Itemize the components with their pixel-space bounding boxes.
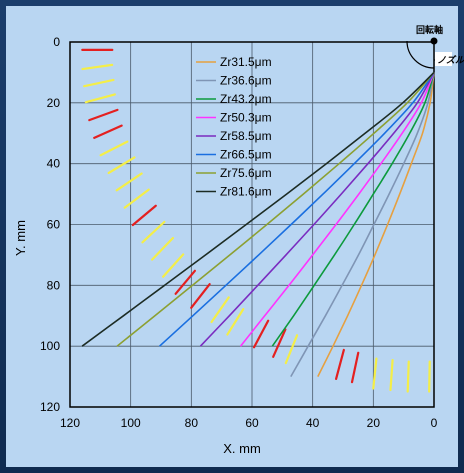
particle-mark: [428, 360, 431, 393]
particle-mark: [389, 358, 394, 392]
x-axis-label: X. mm: [223, 441, 261, 456]
legend-label: Zr31.5μm: [220, 55, 272, 69]
particle-mark: [272, 328, 287, 358]
rotation-axis-dot: [430, 37, 438, 45]
particle-mark: [93, 124, 123, 139]
series-line: [290, 72, 435, 377]
y-tick-label: 60: [47, 218, 61, 232]
particle-mark: [350, 351, 360, 384]
particle-mark: [123, 188, 150, 209]
particle-mark: [83, 78, 115, 88]
particle-mark: [161, 253, 185, 278]
axis-ticks: 120 100 80 60 40 20 0 0 20 40 60 80 100 120: [40, 35, 438, 430]
y-axis-label: Y. mm: [13, 220, 28, 256]
y-tick-label: 0: [53, 35, 60, 49]
legend-label: Zr58.5μm: [220, 129, 272, 143]
plot-area-border: [69, 41, 435, 408]
series-line: [239, 72, 435, 347]
x-tick-label: 80: [185, 416, 199, 430]
legend-label: Zr66.5μm: [220, 148, 272, 162]
particle-mark: [115, 172, 143, 192]
x-tick-label: 40: [306, 416, 320, 430]
y-tick-label: 20: [47, 96, 61, 110]
series-line: [317, 72, 435, 377]
y-tick-label: 40: [47, 157, 61, 171]
particle-mark: [131, 204, 157, 227]
series-line: [199, 72, 435, 347]
series-lines: [81, 71, 435, 377]
particle-mark: [150, 236, 175, 261]
particle-mark: [84, 93, 116, 104]
series-line: [271, 72, 435, 347]
nozzle-label: ノズル: [437, 55, 464, 65]
particle-marks: [81, 48, 431, 393]
x-tick-label: 100: [121, 416, 141, 430]
y-tick-label: 100: [40, 339, 60, 353]
x-tick-label: 20: [367, 416, 381, 430]
y-tick-label: 80: [47, 278, 61, 292]
series-line: [158, 71, 435, 347]
particle-mark: [226, 308, 245, 336]
particle-mark: [372, 357, 378, 390]
particle-mark: [107, 156, 136, 175]
particle-mark: [141, 220, 166, 244]
x-tick-label: 60: [245, 416, 259, 430]
legend: Zr31.5μm Zr36.6μm Zr43.2μm Zr50.3μm Zr58.5μm…: [196, 55, 272, 199]
particle-mark: [174, 269, 197, 295]
legend-label: Zr43.2μm: [220, 92, 272, 106]
legend-label: Zr81.6μm: [220, 185, 272, 199]
nozzle-label-box: [435, 52, 452, 66]
y-tick-label: 120: [40, 400, 60, 414]
particle-mark: [99, 140, 129, 157]
particle-mark: [406, 360, 410, 393]
particle-mark: [81, 63, 114, 71]
particle-mark: [334, 348, 345, 381]
particle-mark: [88, 108, 119, 122]
particle-mark: [190, 283, 211, 309]
x-tick-label: 0: [431, 416, 438, 430]
rotation-arc: [406, 40, 435, 69]
x-tick-label: 120: [60, 416, 80, 430]
particle-mark: [252, 319, 270, 349]
legend-label: Zr50.3μm: [220, 111, 272, 125]
legend-label: Zr36.6μm: [220, 74, 272, 88]
particle-mark: [210, 296, 230, 324]
series-line: [116, 71, 435, 347]
legend-label: Zr75.6μm: [220, 166, 272, 180]
series-line: [81, 71, 435, 347]
particle-mark: [284, 334, 299, 365]
rotation-axis-label: 回転軸: [416, 24, 443, 35]
